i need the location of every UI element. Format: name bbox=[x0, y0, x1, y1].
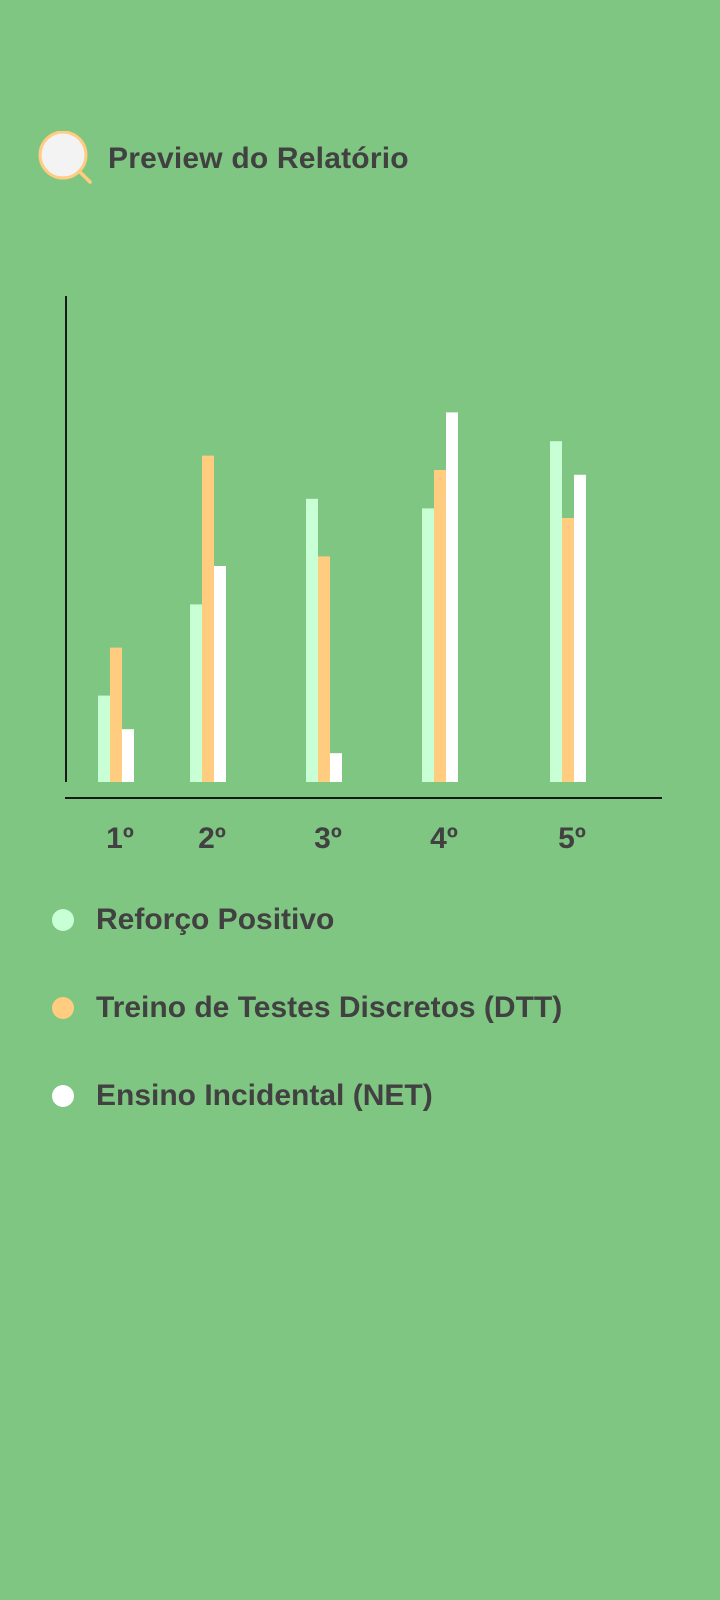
legend-label: Ensino Incidental (NET) bbox=[96, 1079, 433, 1112]
bar-1-3 bbox=[306, 498, 318, 782]
report-header: Preview do Relatório bbox=[38, 131, 409, 186]
bar-1-1 bbox=[98, 695, 110, 782]
chart-legend: Reforço Positivo Treino de Testes Discre… bbox=[52, 895, 562, 1159]
legend-item-dtt: Treino de Testes Discretos (DTT) bbox=[52, 983, 562, 1033]
page-title: Preview do Relatório bbox=[108, 142, 409, 175]
legend-dot-dtt bbox=[52, 997, 74, 1019]
x-tick-label: 3º bbox=[314, 822, 342, 855]
bar-1-5 bbox=[550, 441, 562, 782]
legend-dot-reforco-positivo bbox=[52, 909, 74, 931]
bar-1-2 bbox=[190, 604, 202, 782]
legend-label: Reforço Positivo bbox=[96, 903, 335, 936]
bar-chart: 1º 2º 3º 4º 5º bbox=[65, 296, 662, 855]
bar-2-4 bbox=[434, 470, 446, 782]
x-tick-label: 2º bbox=[198, 822, 226, 855]
bar-3-3 bbox=[330, 753, 342, 782]
bar-1-4 bbox=[422, 508, 434, 782]
bar-3-2 bbox=[214, 566, 226, 782]
bar-2-1 bbox=[110, 647, 122, 782]
legend-item-reforco-positivo: Reforço Positivo bbox=[52, 895, 562, 945]
bar-3-5 bbox=[574, 474, 586, 782]
report-chart: 1º 2º 3º 4º 5º bbox=[65, 296, 662, 855]
x-tick-label: 1º bbox=[106, 822, 134, 855]
legend-item-net: Ensino Incidental (NET) bbox=[52, 1071, 562, 1121]
search-icon bbox=[38, 131, 92, 184]
legend-dot-net bbox=[52, 1085, 74, 1107]
bar-3-4 bbox=[446, 412, 458, 782]
x-tick-label: 5º bbox=[558, 822, 586, 855]
bar-2-3 bbox=[318, 556, 330, 782]
x-tick-label: 4º bbox=[430, 822, 458, 855]
legend-label: Treino de Testes Discretos (DTT) bbox=[96, 991, 563, 1024]
bar-2-2 bbox=[202, 455, 214, 782]
bar-3-1 bbox=[122, 729, 134, 782]
bar-2-5 bbox=[562, 518, 574, 782]
